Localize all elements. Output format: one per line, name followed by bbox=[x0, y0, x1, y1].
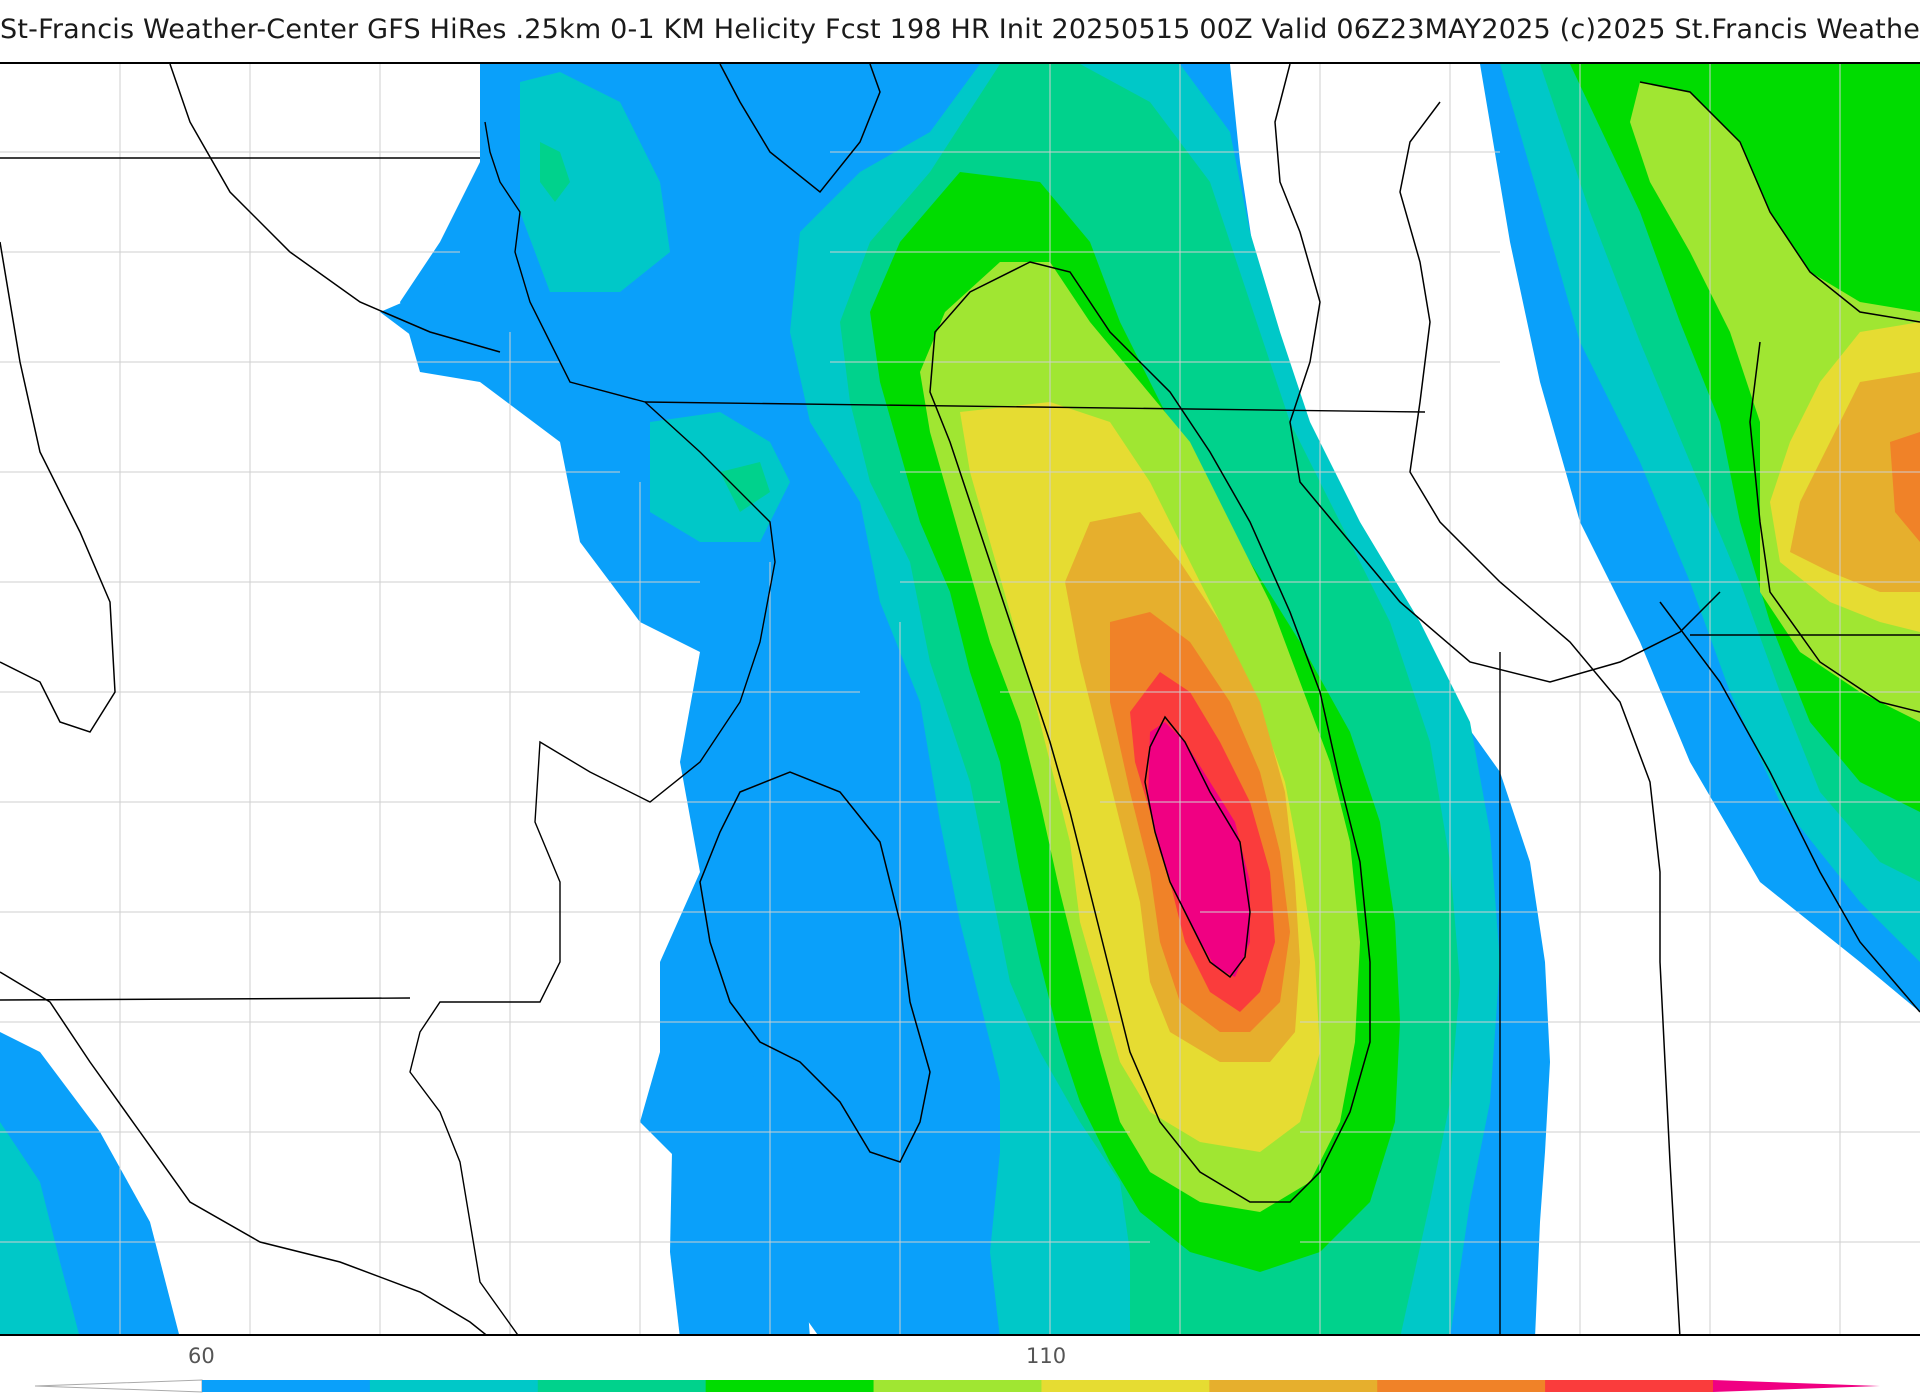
state-line-west bbox=[0, 997, 411, 1001]
contour-line-main-ring bbox=[929, 261, 1371, 1203]
legend-right-arrow bbox=[1713, 1380, 1880, 1392]
contour-fill-orange-ne bbox=[1890, 432, 1920, 542]
contour-fill-cyan-north bbox=[520, 72, 670, 292]
contour-line-far-east bbox=[1659, 601, 1920, 1013]
legend-left-arrow bbox=[34, 1379, 203, 1393]
contour-line-core bbox=[1144, 715, 1251, 979]
legend-color-bands bbox=[202, 1380, 1714, 1392]
contour-line-east-band bbox=[1274, 64, 1721, 683]
river-border bbox=[409, 121, 776, 1334]
legend-band-5 bbox=[873, 1380, 1042, 1392]
contour-fill-cyan-sw bbox=[0, 1122, 79, 1334]
legend-band-6 bbox=[1041, 1380, 1210, 1392]
legend-band-9 bbox=[1545, 1380, 1714, 1392]
contour-line-northwest bbox=[169, 64, 501, 353]
legend-band-8 bbox=[1377, 1380, 1546, 1392]
contour-fill-magenta bbox=[1148, 722, 1250, 977]
legend-band-3 bbox=[537, 1380, 707, 1392]
legend-band-4 bbox=[705, 1380, 875, 1392]
state-boundaries bbox=[0, 121, 1920, 1334]
contour-line-ne-ring bbox=[1639, 81, 1920, 323]
contour-line-southwest bbox=[0, 971, 487, 1334]
contour-lines bbox=[0, 64, 1920, 1334]
contour-line-ne-lower bbox=[1749, 341, 1920, 713]
contour-fill-blue-west bbox=[380, 262, 560, 382]
contour-line-south-center bbox=[699, 771, 931, 1163]
legend-band-2 bbox=[369, 1380, 539, 1392]
contour-line-east-trough bbox=[1399, 101, 1681, 1334]
county-boundaries bbox=[0, 64, 1920, 1334]
contour-fill-teal-mid bbox=[720, 462, 770, 512]
contour-fill-cyan-mid bbox=[650, 412, 790, 542]
legend-tick-60: 60 bbox=[188, 1344, 215, 1368]
contour-fill-teal-north bbox=[540, 142, 570, 202]
helicity-fill-layer bbox=[0, 64, 1920, 1334]
map-title: St-Francis Weather-Center GFS HiRes .25k… bbox=[0, 14, 1920, 45]
contour-line-top-center bbox=[719, 64, 881, 194]
state-line-mid bbox=[644, 401, 1426, 413]
legend-tick-110: 110 bbox=[1026, 1344, 1067, 1368]
contour-fill-blue-south bbox=[670, 1072, 810, 1334]
color-legend: 60 110 bbox=[0, 1336, 1920, 1400]
legend-band-7 bbox=[1209, 1380, 1378, 1392]
contour-fill-gold-ne bbox=[1790, 372, 1920, 592]
contour-line-west-loop bbox=[0, 241, 116, 733]
legend-band-1 bbox=[202, 1380, 371, 1392]
helicity-map bbox=[0, 62, 1920, 1336]
